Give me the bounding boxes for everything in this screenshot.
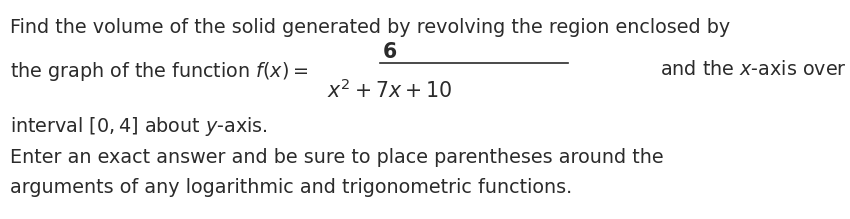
Text: and the $\mathit{x}$-axis over the: and the $\mathit{x}$-axis over the — [660, 60, 850, 79]
Text: Find the volume of the solid generated by revolving the region enclosed by: Find the volume of the solid generated b… — [10, 18, 730, 37]
Text: the graph of the function $\mathit{f}(\mathit{x})=$: the graph of the function $\mathit{f}(\m… — [10, 60, 309, 83]
Text: $\mathit{x}^2+7\mathit{x}+10$: $\mathit{x}^2+7\mathit{x}+10$ — [327, 78, 453, 102]
Text: $\mathbf{6}$: $\mathbf{6}$ — [382, 42, 398, 62]
Text: Enter an exact answer and be sure to place parentheses around the: Enter an exact answer and be sure to pla… — [10, 148, 664, 167]
Text: arguments of any logarithmic and trigonometric functions.: arguments of any logarithmic and trigono… — [10, 178, 572, 197]
Text: interval $[0,4]$ about $\mathit{y}$-axis.: interval $[0,4]$ about $\mathit{y}$-axis… — [10, 115, 268, 138]
